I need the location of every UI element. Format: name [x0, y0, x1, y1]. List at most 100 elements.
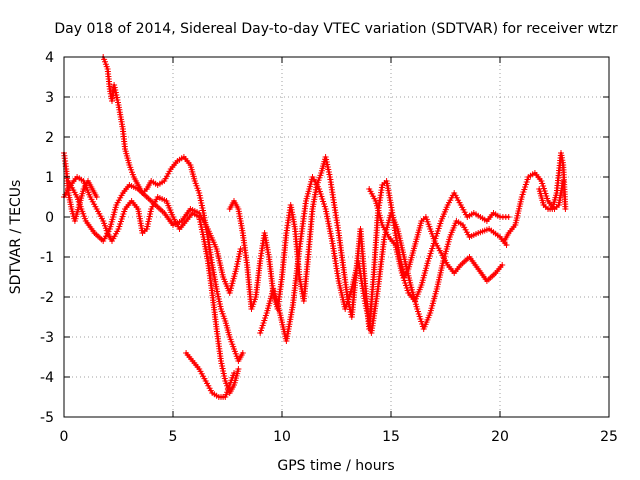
data-point	[150, 208, 152, 210]
data-point	[237, 208, 239, 210]
data-point	[216, 248, 218, 250]
data-point	[440, 220, 442, 222]
data-point	[394, 244, 396, 246]
data-point	[410, 284, 412, 286]
data-point	[216, 328, 218, 330]
data-point	[390, 204, 392, 206]
data-point	[233, 200, 235, 202]
data-point	[390, 212, 392, 214]
data-point	[442, 260, 444, 262]
data-point	[133, 176, 135, 178]
data-point	[381, 184, 383, 186]
data-point	[386, 180, 388, 182]
data-point	[74, 220, 76, 222]
data-point	[281, 276, 283, 278]
data-point	[460, 204, 462, 206]
data-point	[202, 212, 205, 214]
data-point	[447, 264, 449, 266]
data-point	[425, 216, 427, 218]
series-markers	[501, 170, 567, 244]
data-point	[242, 352, 244, 354]
data-point	[290, 204, 292, 206]
y-tick-label: 0	[45, 210, 54, 226]
data-point	[453, 192, 455, 194]
data-point	[117, 228, 120, 230]
data-point	[85, 220, 87, 222]
data-point	[311, 208, 314, 210]
data-point	[333, 204, 335, 206]
data-point	[183, 156, 185, 158]
data-point	[111, 240, 113, 242]
data-point	[383, 236, 386, 238]
data-point	[264, 232, 266, 234]
data-point	[320, 172, 322, 174]
data-point	[285, 340, 287, 342]
data-point	[298, 248, 300, 250]
data-point	[111, 100, 113, 102]
data-point	[351, 288, 353, 290]
data-point	[414, 300, 416, 302]
data-point	[165, 200, 168, 202]
data-point	[359, 228, 362, 230]
data-point	[65, 168, 67, 170]
data-point	[170, 168, 172, 170]
data-point	[272, 288, 274, 290]
data-point	[198, 192, 200, 194]
data-point	[307, 256, 309, 258]
data-point	[198, 212, 200, 214]
y-axis-label: SDTVAR / TECUs	[8, 180, 24, 295]
data-point	[449, 236, 451, 238]
data-point	[434, 240, 436, 242]
y-tick-label: -1	[40, 250, 54, 266]
series-3	[61, 174, 242, 396]
data-point	[268, 256, 270, 258]
data-point	[303, 300, 305, 302]
data-point	[292, 304, 294, 306]
data-point	[388, 236, 390, 238]
data-series	[61, 54, 569, 400]
data-point	[122, 192, 124, 194]
data-point	[551, 208, 553, 210]
data-point	[220, 308, 222, 310]
series-markers	[65, 178, 244, 296]
data-point	[407, 292, 409, 294]
data-point	[279, 312, 281, 314]
data-point	[540, 180, 543, 182]
data-point	[155, 204, 157, 206]
series-6	[226, 154, 506, 332]
data-point	[222, 276, 224, 278]
grid	[64, 57, 609, 417]
data-point	[331, 240, 333, 242]
x-tick-label: 0	[60, 429, 69, 445]
data-point	[163, 212, 165, 214]
data-point	[109, 228, 111, 230]
data-point	[181, 220, 183, 222]
data-point	[368, 188, 370, 190]
data-point	[102, 220, 104, 222]
data-point	[117, 104, 120, 106]
data-point	[338, 232, 340, 234]
series-4	[183, 350, 237, 400]
x-tick-label: 15	[382, 429, 400, 445]
data-point	[96, 196, 98, 198]
data-point	[113, 84, 115, 86]
data-point	[211, 392, 213, 394]
data-point	[527, 176, 529, 178]
data-point	[468, 256, 471, 258]
data-point	[429, 312, 431, 314]
data-point	[224, 396, 226, 398]
data-point	[76, 196, 78, 198]
series-10	[536, 150, 569, 212]
data-point	[357, 260, 359, 262]
data-point	[266, 312, 268, 314]
data-point	[468, 236, 471, 238]
data-point	[83, 180, 85, 182]
data-point	[547, 208, 549, 210]
data-point	[259, 260, 261, 262]
data-point	[93, 232, 96, 234]
data-point	[128, 184, 130, 186]
data-point	[189, 164, 191, 166]
data-point	[246, 264, 248, 266]
data-point	[492, 212, 495, 214]
x-tick-label: 5	[169, 429, 178, 445]
